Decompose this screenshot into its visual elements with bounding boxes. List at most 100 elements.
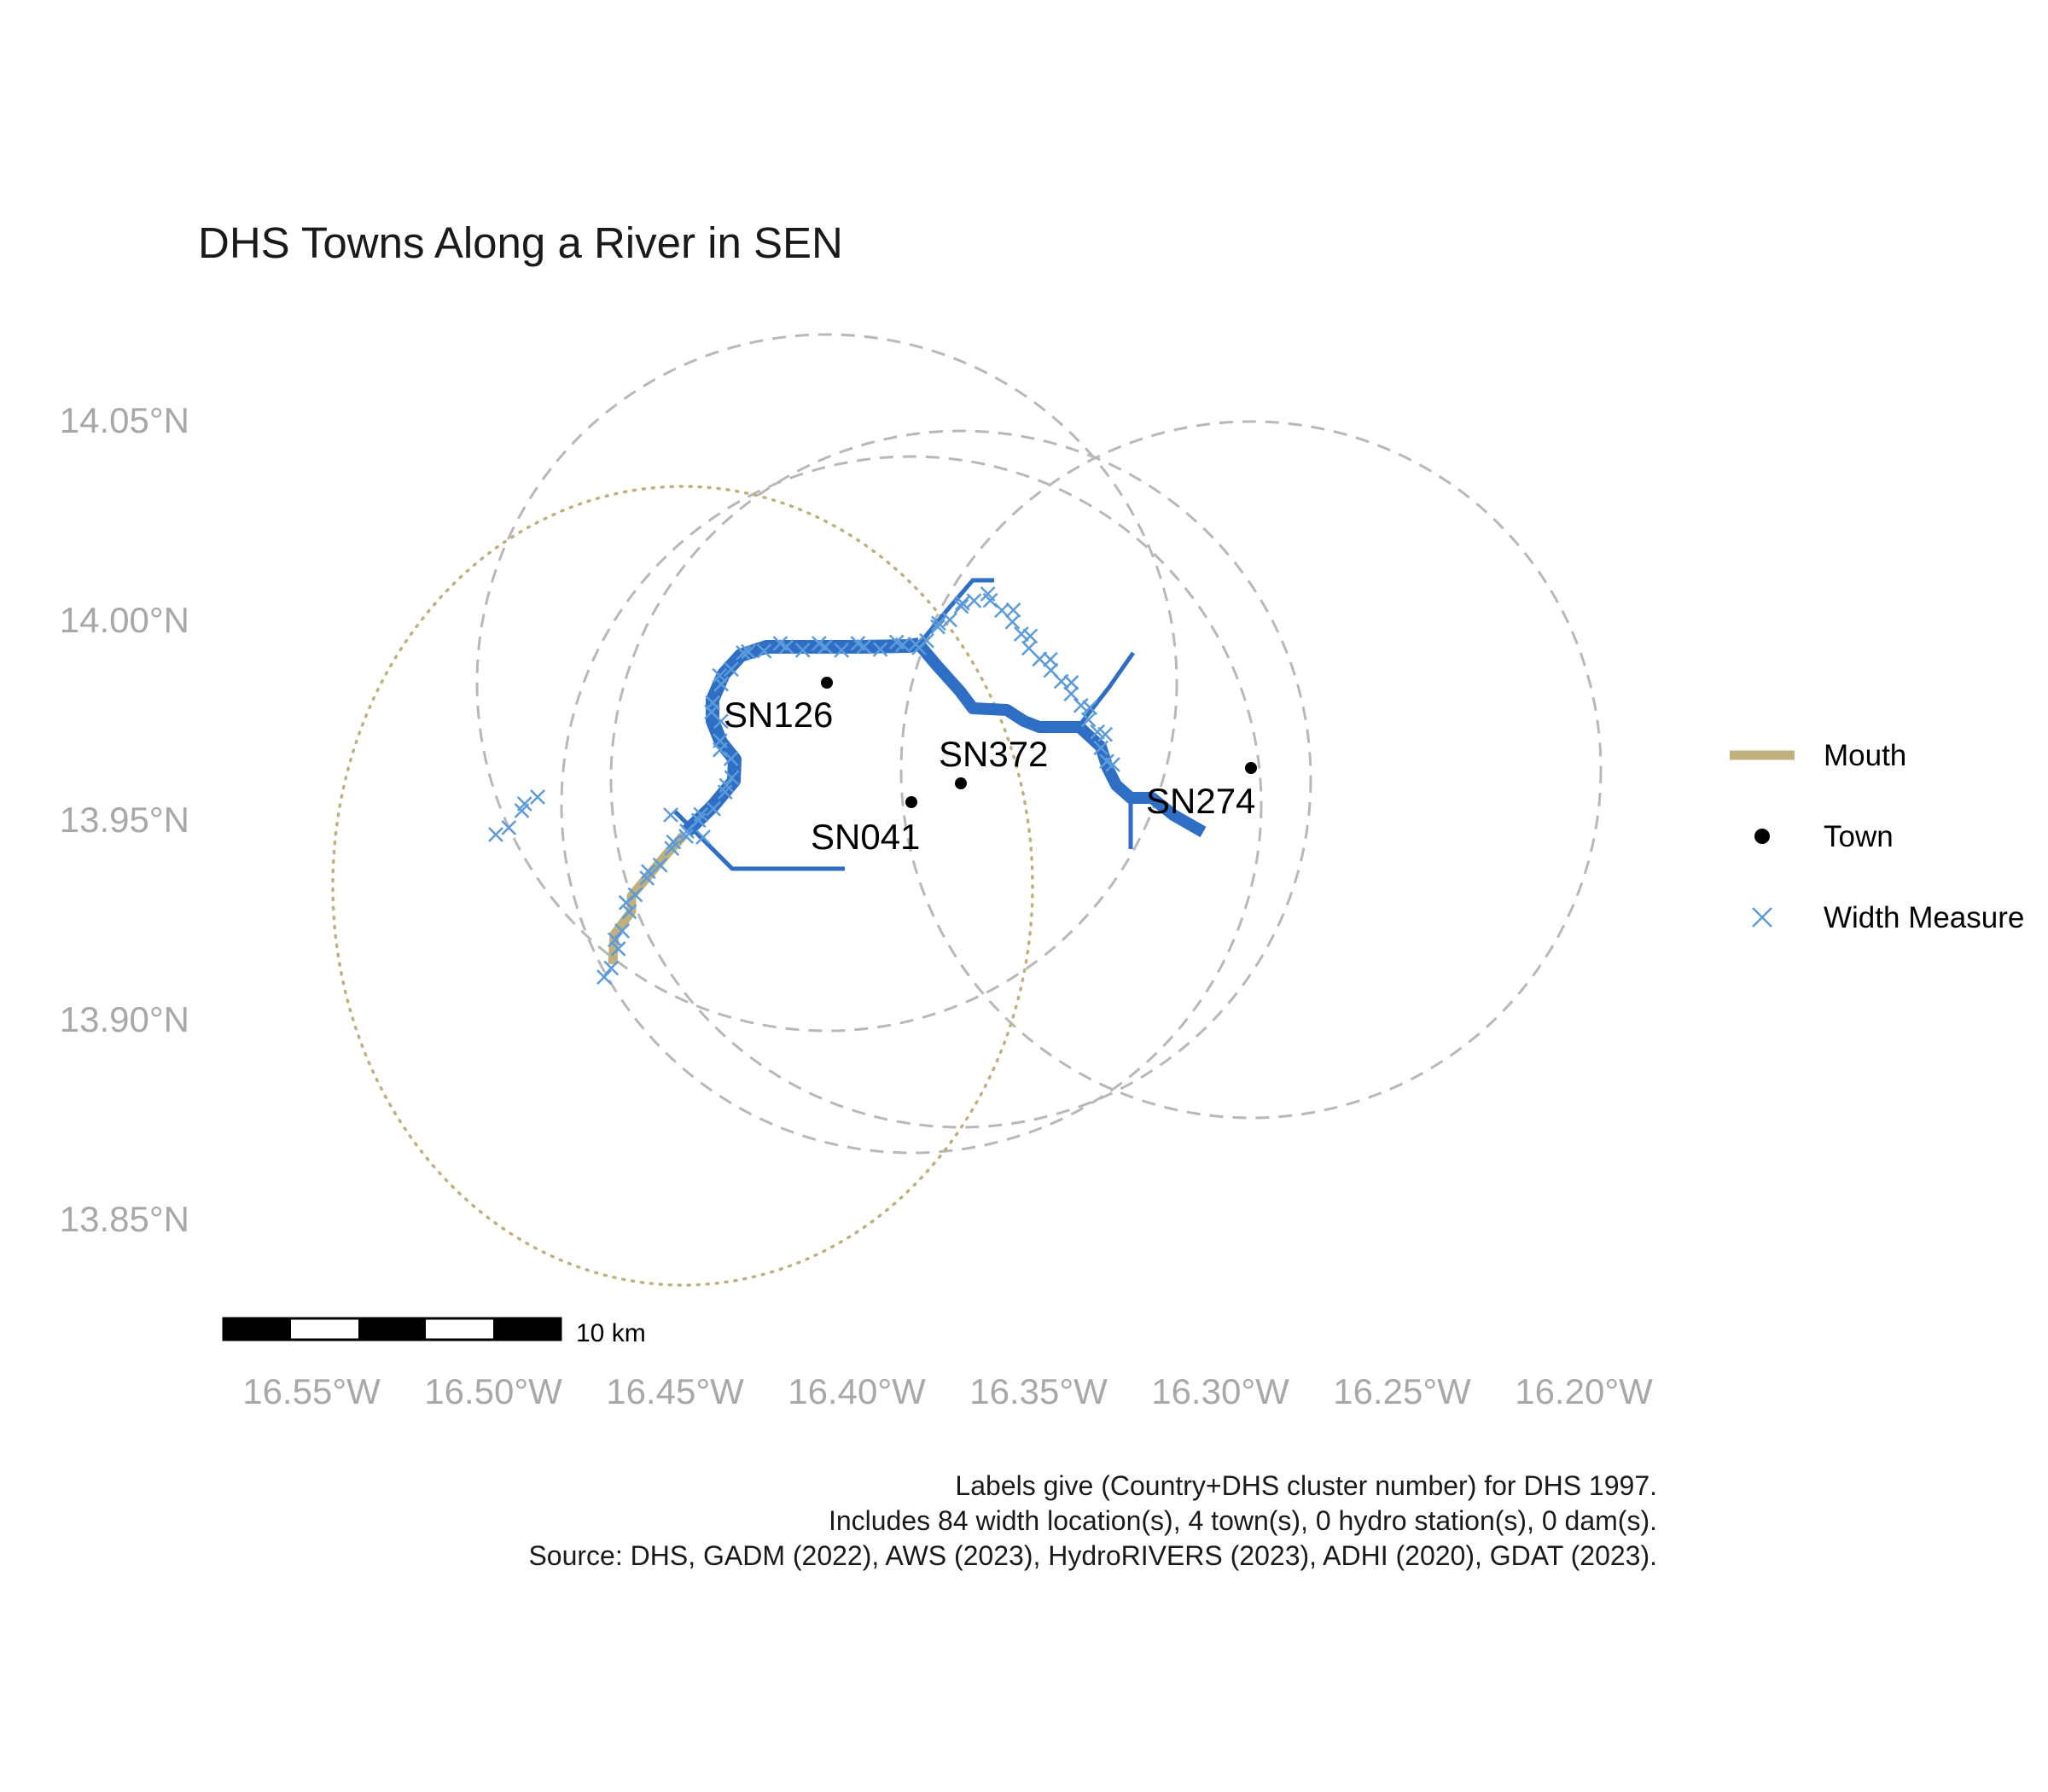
width-measure-marker (627, 887, 643, 903)
width-measure-marker (516, 796, 532, 812)
width-measure-marker (705, 695, 721, 711)
legend-width-measure-label: Width Measure (1824, 901, 2024, 934)
width-measure-marker (1063, 674, 1079, 690)
width-measure-marker (1014, 626, 1029, 642)
town-point-sn274 (1245, 762, 1257, 774)
scale-bar-segment (493, 1318, 561, 1340)
x-tick-label: 16.35°W (969, 1371, 1108, 1411)
river-main-channel (681, 637, 921, 837)
town-point-sn041 (905, 796, 917, 808)
buffer-circle-sn126 (475, 333, 1178, 1033)
width-measure-marker (723, 751, 739, 766)
scale-bar: 10 km (222, 1317, 646, 1347)
width-measure-marker (736, 645, 751, 660)
width-measure-marker (640, 864, 656, 880)
width-measure-marker (1073, 697, 1089, 713)
width-measure-marker (724, 770, 740, 786)
caption-line: Labels give (Country+DHS cluster number)… (955, 1470, 1657, 1501)
x-tick-label: 16.30°W (1151, 1371, 1289, 1411)
width-measure-marker (919, 632, 934, 649)
towns: SN126 SN372 SN041 SN274 (724, 677, 1257, 857)
y-axis: 14.05°N 14.00°N 13.95°N 13.90°N 13.85°N (60, 400, 189, 1239)
width-measure-marker (954, 595, 970, 611)
caption-line: Source: DHS, GADM (2022), AWS (2023), Hy… (528, 1540, 1657, 1571)
width-measure-marker (872, 642, 888, 657)
width-measure-marker (614, 922, 631, 939)
width-measure-marker (1022, 628, 1039, 644)
width-measure-marker (894, 637, 911, 653)
width-measure-marker (982, 592, 998, 608)
y-tick-label: 14.00°N (60, 600, 189, 640)
width-measure-marker (488, 827, 503, 842)
width-measure-marker (966, 593, 982, 608)
width-measure-marker (663, 807, 678, 823)
town-label-sn274: SN274 (1146, 781, 1255, 821)
buffer-circle-sn372 (609, 429, 1312, 1129)
y-tick-label: 13.95°N (60, 800, 189, 840)
river-northeast-branch (1078, 651, 1136, 727)
x-tick-label: 16.50°W (424, 1371, 562, 1411)
scale-bar-label: 10 km (576, 1319, 646, 1347)
legend-mouth-label: Mouth (1824, 739, 1906, 772)
width-measure-marker (1082, 700, 1098, 715)
width-measure-marker (530, 789, 545, 805)
width-measure-marker (666, 834, 682, 850)
legend: Mouth Town Width Measure (1730, 739, 2024, 934)
width-measure-markers (488, 586, 1120, 985)
width-measure-marker (1004, 614, 1021, 630)
width-measure-marker (1093, 740, 1108, 756)
x-tick-label: 16.20°W (1515, 1371, 1653, 1411)
width-measure-marker (706, 800, 721, 817)
width-measure-marker (1063, 686, 1079, 702)
width-measure-marker (817, 639, 833, 655)
width-measure-marker (1097, 726, 1114, 742)
town-label-sn126: SN126 (724, 695, 833, 735)
x-tick-label: 16.45°W (606, 1371, 744, 1411)
x-tick-label: 16.55°W (242, 1371, 381, 1411)
width-measure-marker (603, 960, 620, 976)
width-measure-marker (1080, 712, 1097, 728)
town-point-sn372 (955, 777, 967, 789)
width-measure-marker (741, 643, 756, 660)
width-measure-marker (610, 941, 626, 957)
width-measure-marker (756, 643, 772, 659)
map-title: DHS Towns Along a River in SEN (198, 218, 843, 267)
width-measure-marker (778, 639, 794, 655)
width-measure-marker (607, 932, 623, 948)
width-measure-marker (723, 661, 739, 678)
width-measure-marker (678, 829, 694, 844)
width-measure-marker (596, 969, 612, 985)
width-measure-marker (712, 667, 728, 684)
width-measure-marker (693, 806, 709, 823)
scale-bar-segment (224, 1318, 291, 1340)
width-measure-marker (719, 777, 735, 794)
width-measure-marker (1005, 602, 1021, 618)
width-measure-marker (856, 638, 872, 655)
width-measure-marker (501, 820, 517, 835)
width-measure-marker (930, 619, 945, 635)
x-tick-label: 16.25°W (1333, 1371, 1471, 1411)
width-measure-marker (794, 643, 811, 658)
town-label-sn372: SN372 (939, 734, 1048, 774)
width-measure-marker (695, 829, 711, 845)
x-axis: 16.55°W 16.50°W 16.45°W 16.40°W 16.35°W … (242, 1371, 1653, 1411)
buffer-circle-sn041 (560, 455, 1263, 1155)
town-point-sn126 (821, 677, 833, 689)
caption: Labels give (Country+DHS cluster number)… (528, 1470, 1657, 1571)
caption-line: Includes 84 width location(s), 4 town(s)… (829, 1505, 1657, 1536)
width-measure-marker (679, 823, 695, 839)
buffer-circles (475, 333, 1603, 1155)
legend-width-measure-symbol (1752, 907, 1772, 928)
width-measure-marker (652, 857, 668, 873)
river-east-channel (914, 640, 1207, 838)
mouth-buffer-circle (331, 485, 1034, 1287)
river-north-branch (917, 578, 994, 646)
legend-town-label: Town (1824, 820, 1894, 853)
y-tick-label: 14.05°N (60, 400, 189, 440)
scale-bar-segment (358, 1318, 426, 1340)
width-measure-marker (953, 598, 969, 614)
x-tick-label: 16.40°W (788, 1371, 926, 1411)
legend-town-symbol (1754, 829, 1770, 844)
width-measure-marker (712, 733, 728, 749)
